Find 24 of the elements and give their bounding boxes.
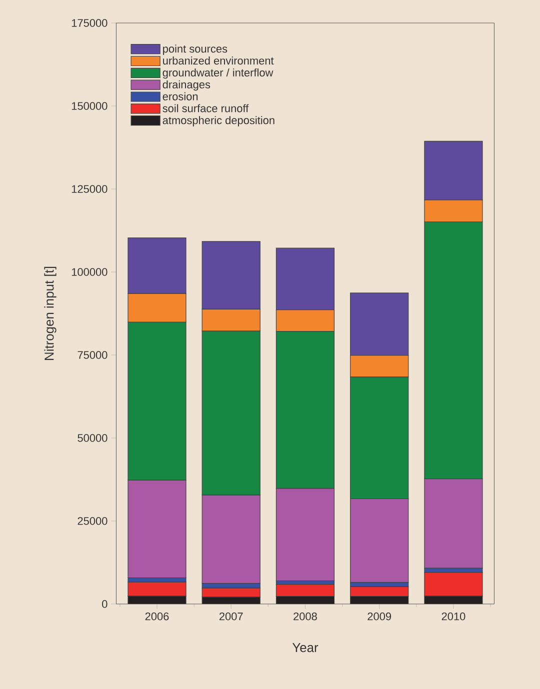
x-axis-title: Year: [292, 643, 318, 652]
y-tick-label: 175000: [72, 19, 108, 27]
x-tick-label: 2008: [294, 612, 317, 620]
legend-label: point sources: [163, 44, 228, 55]
y-tick-label: 150000: [72, 102, 108, 110]
y-tick-label: 0: [102, 600, 108, 608]
legend-label: atmospheric deposition: [162, 116, 274, 126]
y-tick-label: 25000: [78, 517, 108, 525]
y-tick-label: 125000: [72, 185, 108, 193]
y-tick-label: 75000: [78, 351, 108, 359]
bar: [276, 596, 334, 604]
bar: [350, 596, 408, 604]
legend-label: soil surface runoff: [162, 104, 249, 112]
legend-label: urbanized environment: [163, 56, 274, 65]
x-tick-label: 2006: [145, 612, 169, 620]
x-tick-label: 2009: [368, 612, 392, 620]
y-axis-title: Nitrogen input [t]: [44, 266, 56, 360]
legend-label: groundwater / interflow: [162, 68, 274, 79]
legend-label: erosion: [162, 92, 198, 100]
y-tick-label: 100000: [72, 268, 108, 276]
x-tick-label: 2010: [442, 612, 466, 620]
y-tick-label: 50000: [78, 434, 108, 442]
x-tick-label: 2007: [219, 612, 243, 620]
legend-label: drainages: [162, 80, 210, 91]
